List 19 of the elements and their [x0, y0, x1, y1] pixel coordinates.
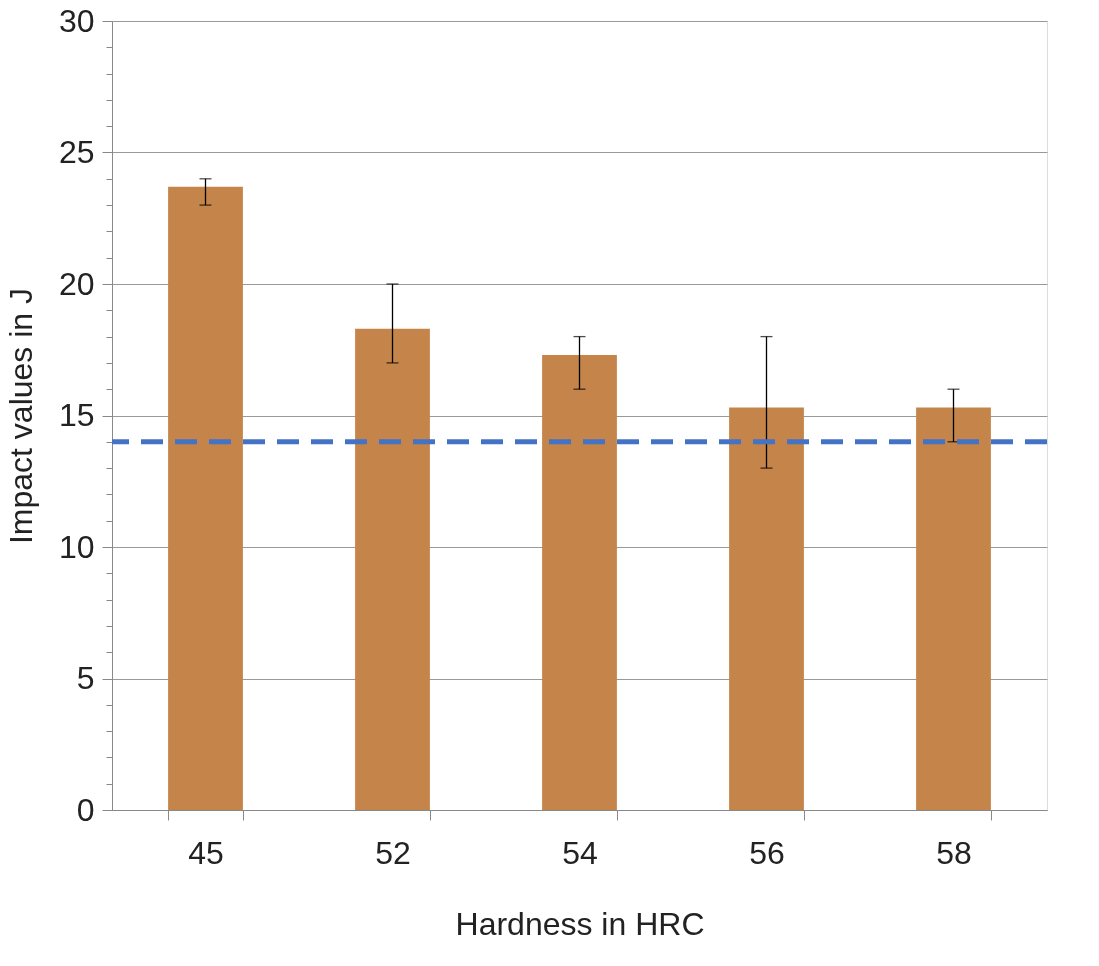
y-tick-label: 0 [76, 791, 95, 828]
y-tick-label: 10 [58, 528, 95, 565]
bar [542, 355, 617, 810]
y-tick-label: 30 [58, 2, 95, 39]
x-tick-label: 54 [562, 834, 598, 871]
x-tick-label: 56 [749, 834, 785, 871]
x-tick-label: 58 [936, 834, 972, 871]
x-tick-label: 45 [188, 834, 224, 871]
bar [168, 186, 243, 810]
y-tick-label: 20 [58, 265, 95, 302]
y-tick-label: 15 [58, 397, 95, 433]
x-axis-title: Hardness in HRC [455, 905, 705, 942]
y-axis-title: Impact values in J [2, 287, 39, 545]
x-tick-label: 52 [375, 834, 411, 871]
bar [729, 407, 804, 810]
bar [355, 328, 430, 810]
y-tick-label: 5 [76, 660, 95, 696]
bar [916, 407, 991, 810]
y-tick-label: 25 [58, 134, 95, 170]
